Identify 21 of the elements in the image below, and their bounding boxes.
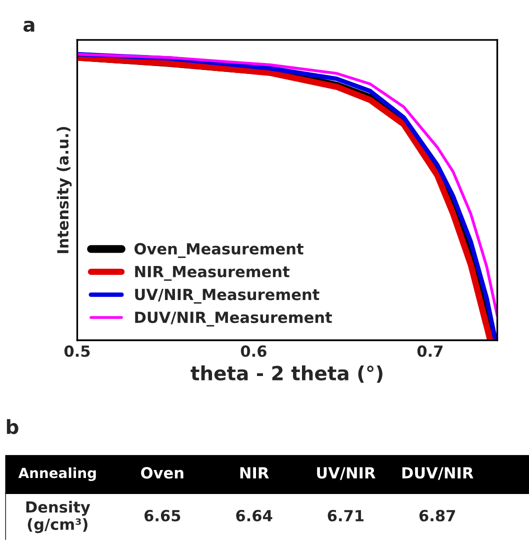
- category-label: UV/NIR: [317, 467, 376, 480]
- x-axis-title: theta - 2 theta (°): [190, 365, 382, 383]
- text: Density (g/cm³): [26, 500, 90, 534]
- text: Annealing: [18, 467, 96, 481]
- x-tick-label: 0.5: [64, 345, 90, 357]
- category-label: DUV/NIR: [402, 467, 474, 480]
- category-label: NIR: [240, 467, 269, 478]
- data-label: 6.71: [328, 510, 364, 522]
- category-label: Oven: [141, 467, 184, 479]
- legend-label: DUV/NIR_Measurement: [135, 312, 332, 326]
- x-tick-label: 0.6: [240, 345, 266, 357]
- data-label: 6.65: [144, 510, 180, 522]
- legend-label: UV/NIR_Measurement: [135, 288, 320, 304]
- legend-label: Oven_Measurement: [134, 242, 304, 258]
- data-label: 6.87: [419, 510, 455, 522]
- chart-title: a: [23, 20, 34, 32]
- x-tick-label: 0.7: [417, 345, 443, 357]
- legend-label: NIR_Measurement: [135, 266, 290, 281]
- text: b: [6, 419, 18, 434]
- y-axis-title: Intensity (a.u.): [56, 127, 72, 254]
- data-label: 6.64: [236, 510, 272, 522]
